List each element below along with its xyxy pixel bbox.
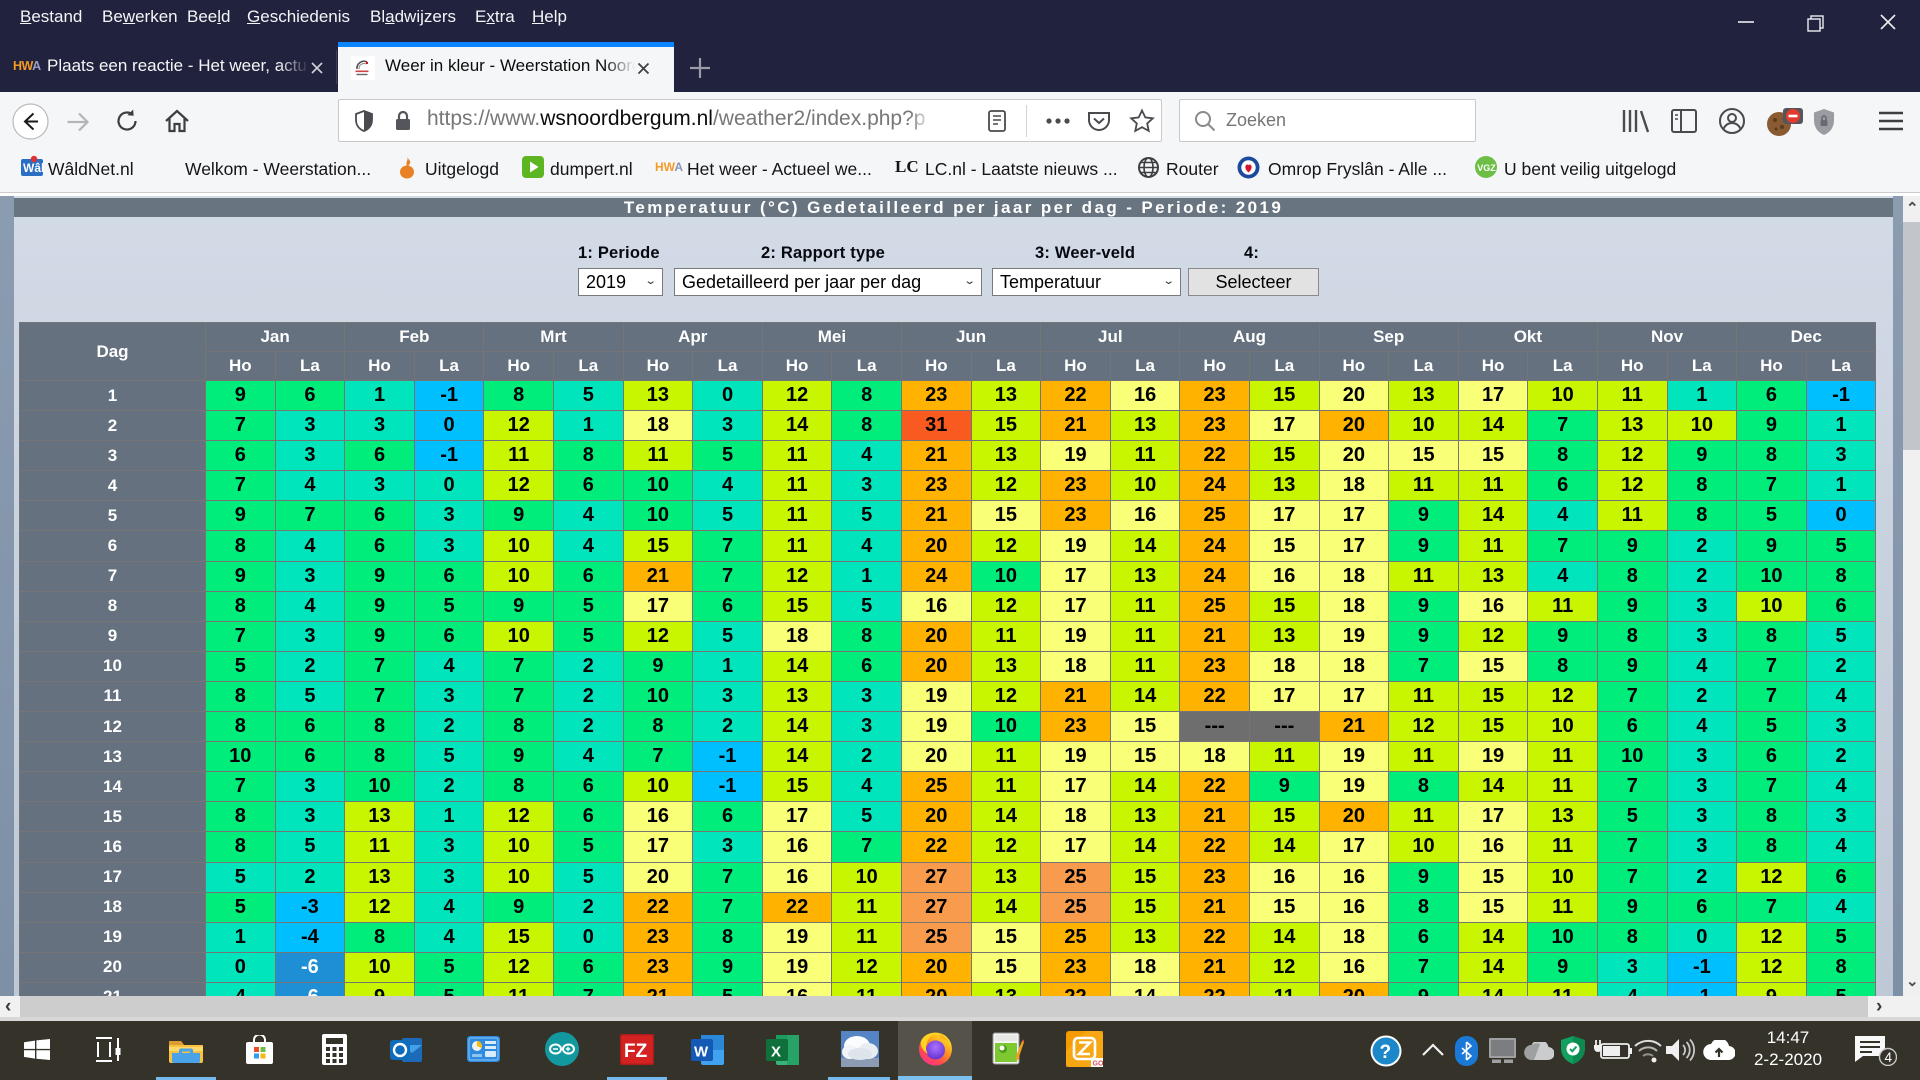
svg-text:FZ: FZ [624,1041,648,1062]
svg-text:Wâl: Wâl [23,161,43,175]
svg-text:X: X [771,1044,781,1061]
svg-text:W: W [694,1044,709,1061]
svg-text:VGZ: VGZ [1477,163,1496,173]
svg-text:4: 4 [1885,1050,1893,1065]
svg-text:GO: GO [1093,1061,1104,1068]
svg-text:?: ? [1380,1042,1392,1063]
